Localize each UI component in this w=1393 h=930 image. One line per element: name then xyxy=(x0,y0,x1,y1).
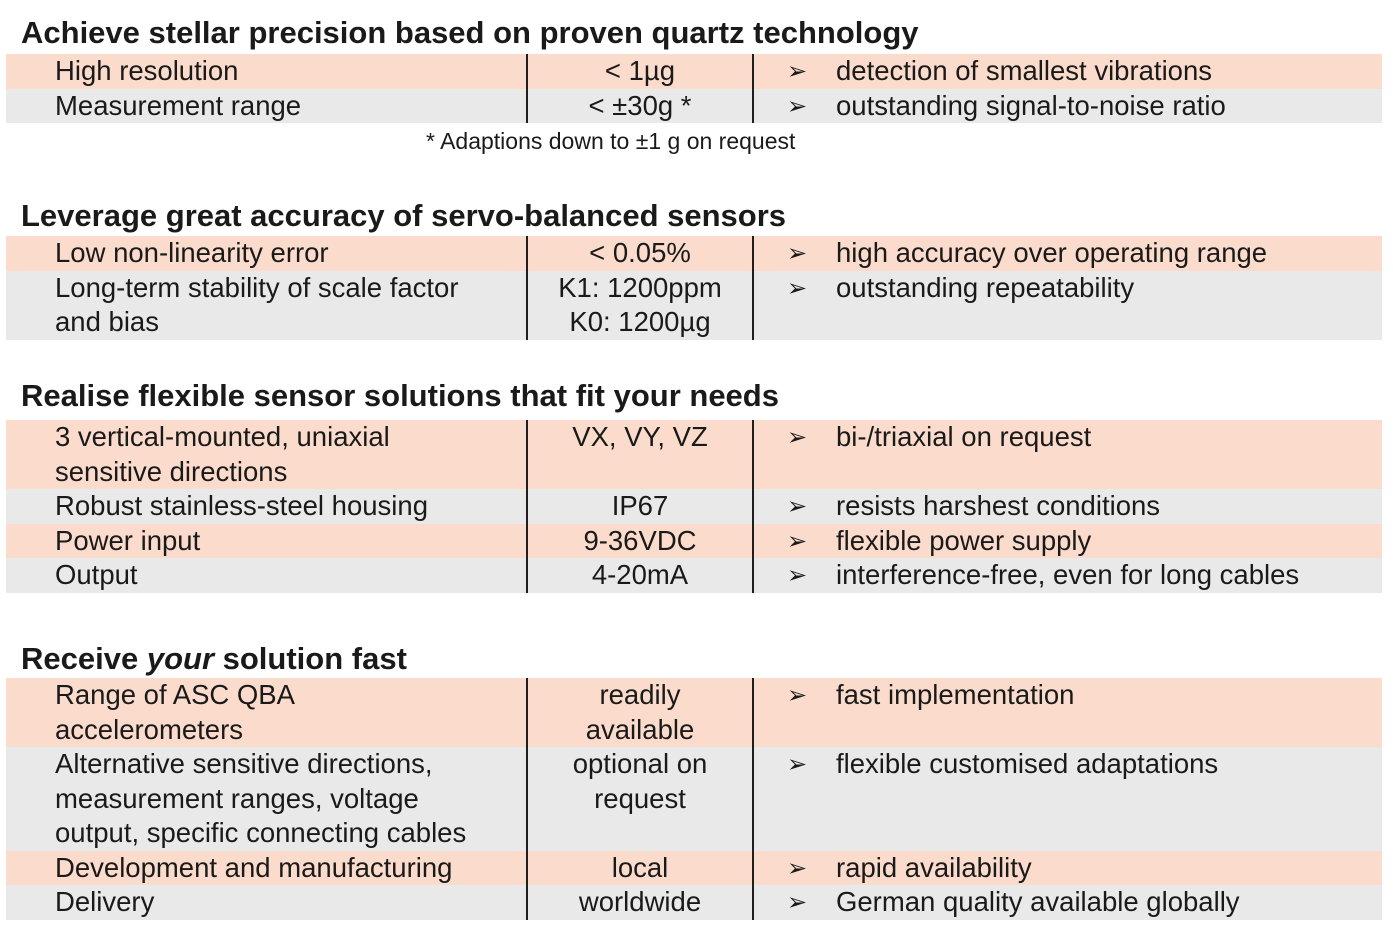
section-title: Leverage great accuracy of servo-balance… xyxy=(6,198,1382,234)
arrow-bullet-icon: ➢ xyxy=(786,239,808,267)
benefit-cell: ➢ resists harshest conditions xyxy=(754,489,1382,524)
table-row: Development and manufacturing local ➢ ra… xyxy=(6,850,1382,886)
table-row: Output 4-20mA ➢ interference-free, even … xyxy=(6,558,1382,593)
table-row: Long-term stability of scale factor and … xyxy=(6,270,1382,340)
feature-cell: Alternative sensitive directions, measur… xyxy=(55,748,467,848)
footnote: * Adaptions down to ±1 g on request xyxy=(426,128,796,154)
benefit-text: fast implementation xyxy=(836,679,1075,710)
value-cell: K1: 1200ppm K0: 1200µg xyxy=(526,270,754,340)
feature-cell: Robust stainless-steel housing xyxy=(55,490,428,521)
section-quartz-precision: Achieve stellar precision based on prove… xyxy=(6,15,1382,123)
section-servo-accuracy: Leverage great accuracy of servo-balance… xyxy=(6,198,1382,340)
feature-cell: Range of ASC QBA accelerometers xyxy=(55,679,295,745)
section-title-text-end: solution fast xyxy=(214,641,407,676)
feature-cell: Output xyxy=(55,559,138,590)
table-row: Low non-linearity error < 0.05% ➢ high a… xyxy=(6,236,1382,271)
arrow-bullet-icon: ➢ xyxy=(786,853,808,882)
arrow-bullet-icon: ➢ xyxy=(786,888,808,916)
table-row: High resolution < 1µg ➢ detection of sma… xyxy=(6,54,1382,89)
benefit-cell: ➢ bi-/triaxial on request xyxy=(754,420,1382,489)
value-cell: 4-20mA xyxy=(526,558,754,593)
section-title: Receive your solution fast xyxy=(6,641,1382,677)
benefit-cell: ➢ outstanding signal-to-noise ratio xyxy=(754,89,1382,124)
table-row: Range of ASC QBA accelerometers readily … xyxy=(6,678,1382,747)
value-cell: readily available xyxy=(526,678,754,747)
section-flexible-solutions: Realise flexible sensor solutions that f… xyxy=(6,378,1382,593)
benefit-text: bi-/triaxial on request xyxy=(836,421,1092,452)
benefit-cell: ➢ flexible customised adaptations xyxy=(754,747,1382,851)
arrow-bullet-icon: ➢ xyxy=(786,57,808,85)
feature-cell: High resolution xyxy=(55,55,239,86)
benefit-cell: ➢ German quality available globally xyxy=(754,885,1382,920)
table-row: 3 vertical-mounted, uniaxial sensitive d… xyxy=(6,420,1382,489)
arrow-bullet-icon: ➢ xyxy=(786,561,808,589)
section-title-text: Leverage great accuracy of servo-balance… xyxy=(21,198,787,233)
table-row: Delivery worldwide ➢ German quality avai… xyxy=(6,885,1382,920)
section-title-emphasis: your xyxy=(146,641,215,676)
feature-cell: Measurement range xyxy=(55,89,302,121)
benefit-text: rapid availability xyxy=(836,851,1032,883)
benefit-text: interference-free, even for long cables xyxy=(836,559,1300,590)
benefit-text: German quality available globally xyxy=(836,886,1240,917)
arrow-bullet-icon: ➢ xyxy=(786,273,808,302)
benefit-cell: ➢ interference-free, even for long cable… xyxy=(754,558,1382,593)
benefit-cell: ➢ detection of smallest vibrations xyxy=(754,54,1382,89)
benefit-text: flexible power supply xyxy=(836,524,1092,556)
arrow-bullet-icon: ➢ xyxy=(786,492,808,520)
section-title-text: Realise flexible sensor solutions that f… xyxy=(21,378,779,413)
benefit-text: flexible customised adaptations xyxy=(836,748,1219,779)
value-cell: VX, VY, VZ xyxy=(526,420,754,489)
feature-cell: Power input xyxy=(55,524,201,556)
section-title-text: Receive xyxy=(21,641,147,676)
feature-cell: Development and manufacturing xyxy=(55,851,453,883)
section-title: Realise flexible sensor solutions that f… xyxy=(6,378,1382,414)
value-cell: < 0.05% xyxy=(526,236,754,271)
feature-cell: 3 vertical-mounted, uniaxial sensitive d… xyxy=(55,421,390,487)
benefit-text: resists harshest conditions xyxy=(836,490,1161,521)
table-row: Alternative sensitive directions, measur… xyxy=(6,747,1382,851)
benefit-cell: ➢ fast implementation xyxy=(754,678,1382,747)
benefit-text: detection of smallest vibrations xyxy=(836,55,1213,86)
benefit-text: high accuracy over operating range xyxy=(836,237,1268,268)
benefit-cell: ➢ outstanding repeatability xyxy=(754,271,1382,340)
feature-cell: Low non-linearity error xyxy=(55,237,329,268)
arrow-bullet-icon: ➢ xyxy=(786,91,808,120)
arrow-bullet-icon: ➢ xyxy=(786,681,808,709)
arrow-bullet-icon: ➢ xyxy=(786,526,808,555)
value-cell: < 1µg xyxy=(526,54,754,89)
benefit-cell: ➢ rapid availability xyxy=(754,851,1382,886)
benefit-cell: ➢ high accuracy over operating range xyxy=(754,236,1382,271)
section-title: Achieve stellar precision based on prove… xyxy=(6,15,1382,51)
table-row: Robust stainless-steel housing IP67 ➢ re… xyxy=(6,489,1382,524)
value-cell: local xyxy=(526,850,754,885)
value-cell: 9-36VDC xyxy=(526,523,754,558)
value-cell: < ±30g * xyxy=(526,88,754,123)
feature-cell: Long-term stability of scale factor and … xyxy=(55,271,459,338)
section-title-text: Achieve stellar precision based on prove… xyxy=(21,15,919,50)
table-row: Power input 9-36VDC ➢ flexible power sup… xyxy=(6,523,1382,559)
benefit-text: outstanding signal-to-noise ratio xyxy=(836,89,1226,121)
arrow-bullet-icon: ➢ xyxy=(786,423,808,451)
benefit-cell: ➢ flexible power supply xyxy=(754,524,1382,559)
arrow-bullet-icon: ➢ xyxy=(786,750,808,778)
section-fast-solution: Receive your solution fast Range of ASC … xyxy=(6,641,1382,920)
value-cell: worldwide xyxy=(526,885,754,920)
value-cell: optional on request xyxy=(526,747,754,851)
table-row: Measurement range < ±30g * ➢ outstanding… xyxy=(6,88,1382,124)
value-cell: IP67 xyxy=(526,489,754,524)
benefit-text: outstanding repeatability xyxy=(836,271,1135,303)
feature-cell: Delivery xyxy=(55,886,155,917)
